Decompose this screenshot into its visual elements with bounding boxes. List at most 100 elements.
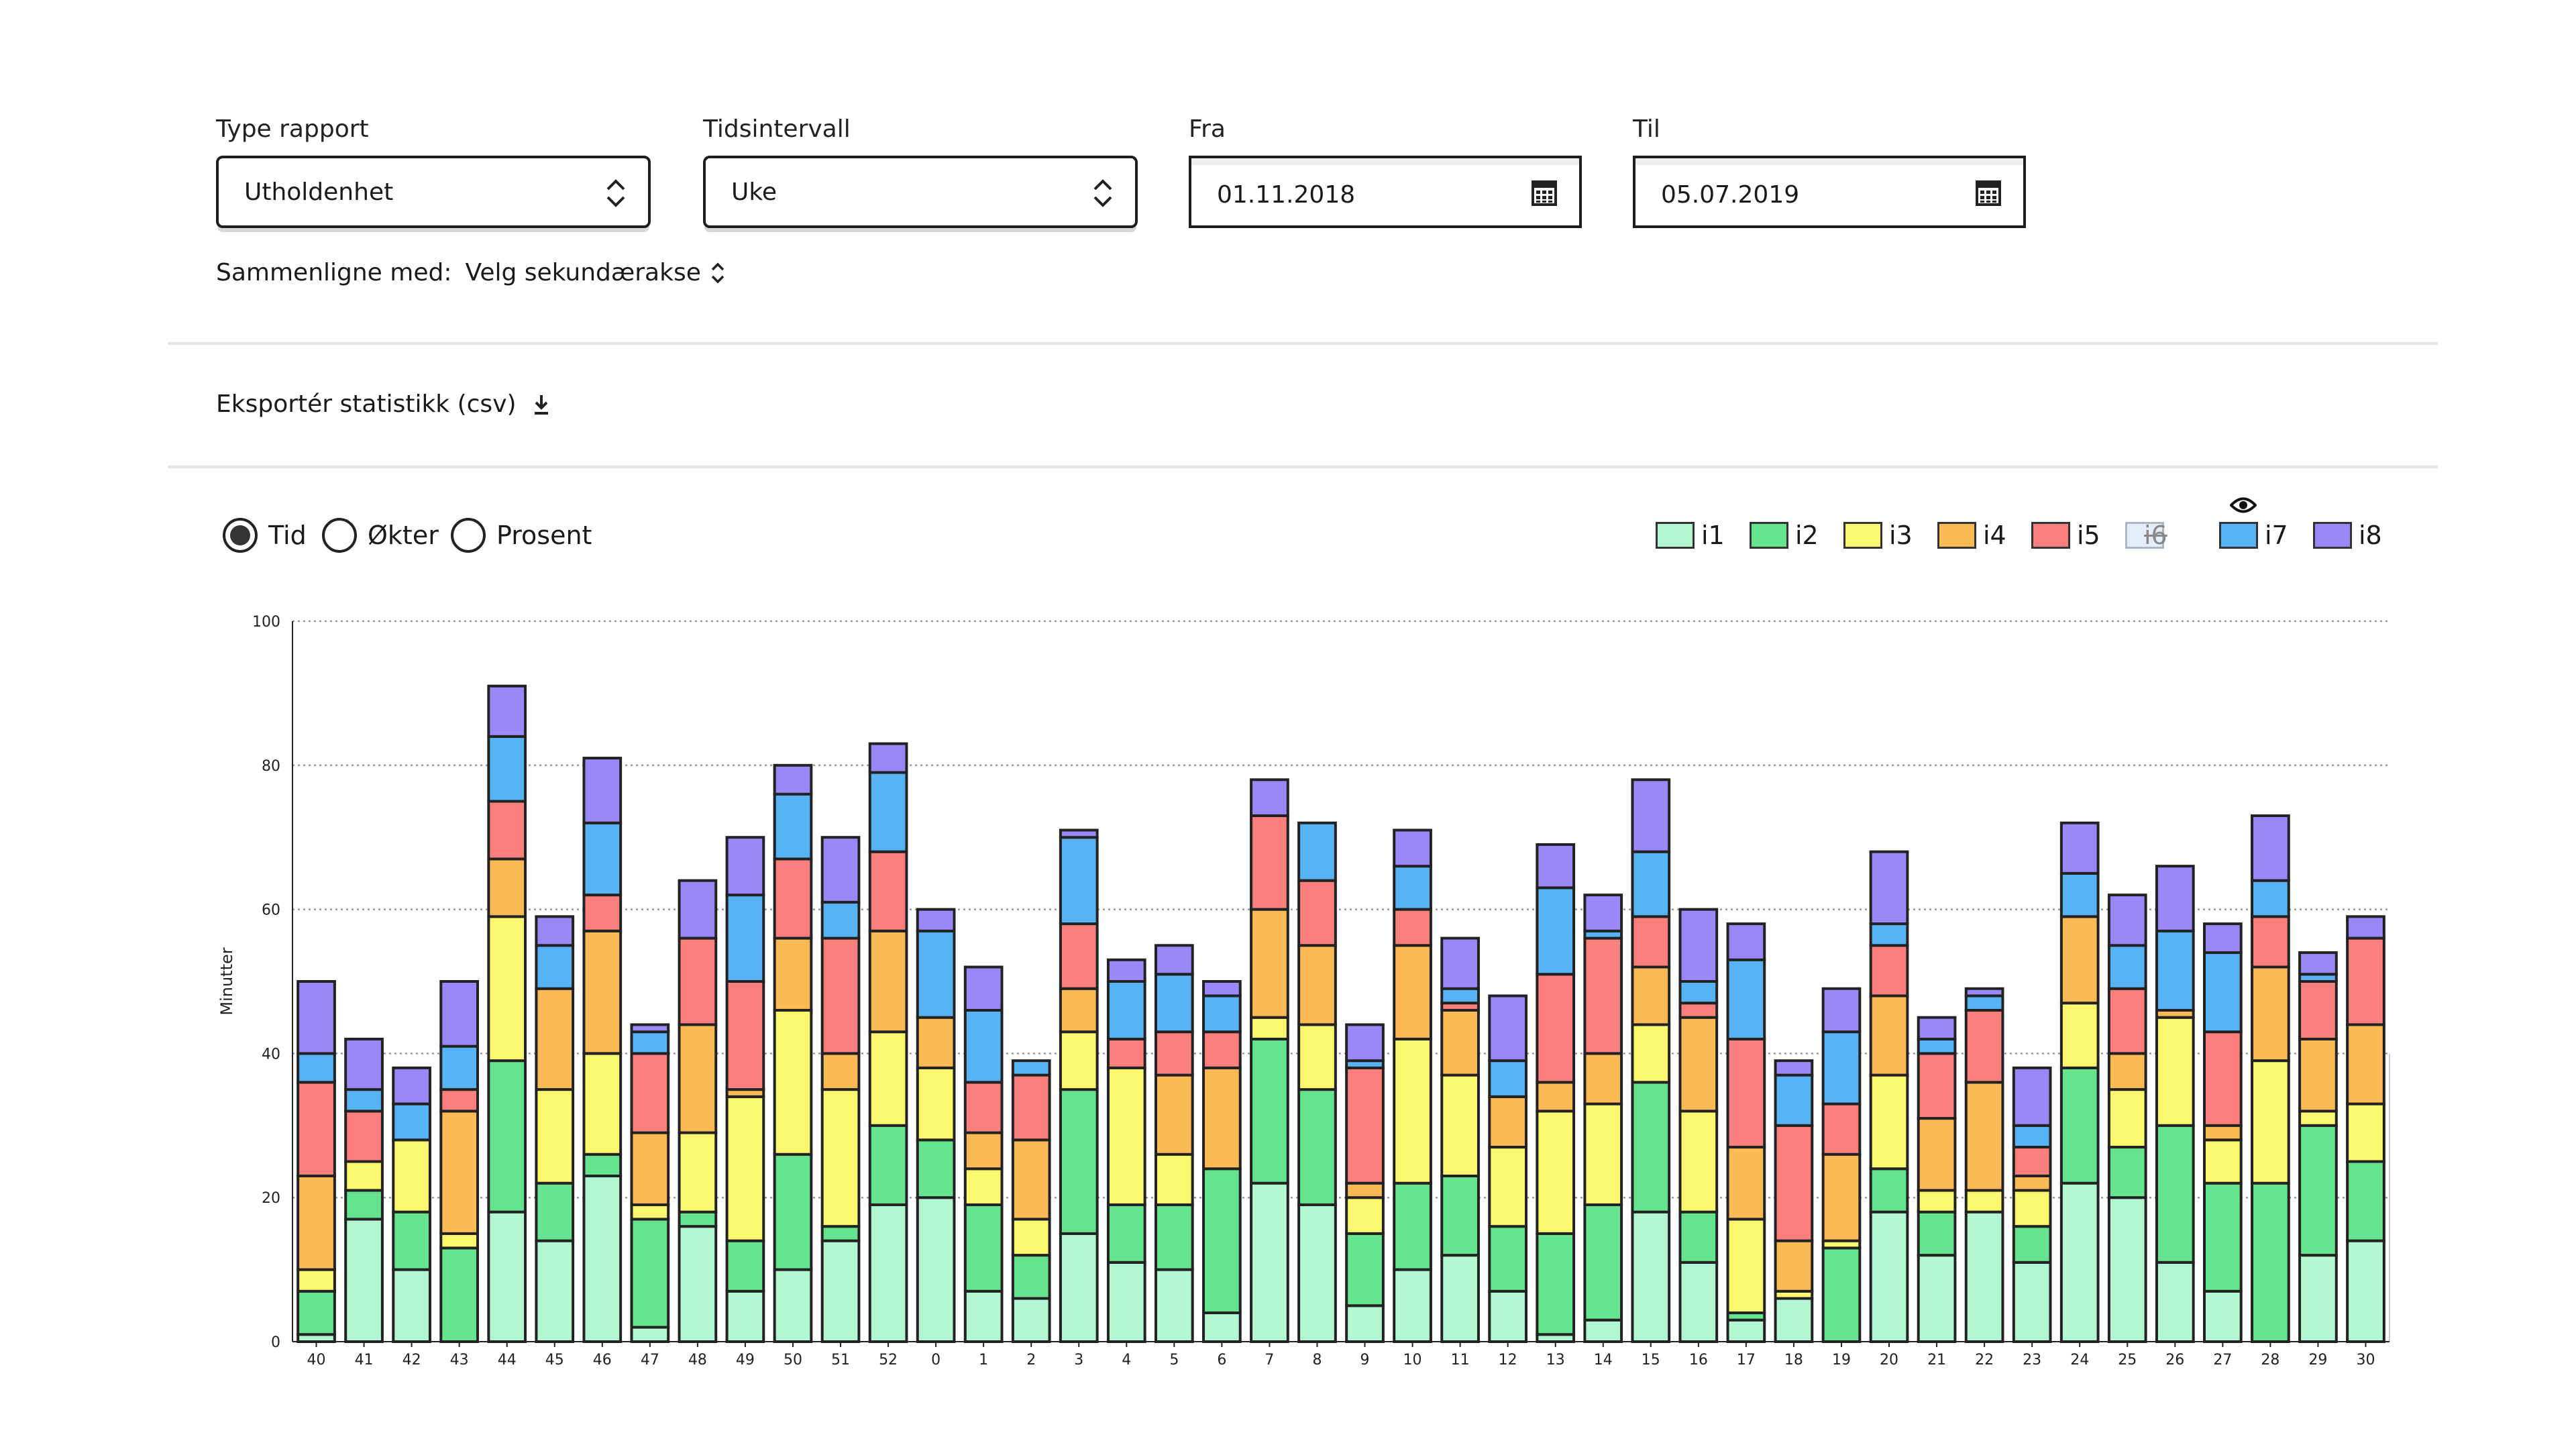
- bar-segment-i7: [868, 771, 908, 853]
- bar-segment-i7: [2059, 871, 2100, 918]
- legend-item-i6[interactable]: i6: [2125, 521, 2167, 550]
- bar-segment-i5: [2298, 980, 2338, 1040]
- legend-item-i5[interactable]: i5: [2031, 521, 2100, 550]
- radio-tid[interactable]: Tid: [223, 518, 307, 553]
- bar-segment-i7: [1154, 973, 1194, 1034]
- bar-segment-i2: [2155, 1124, 2195, 1264]
- legend-item-i7[interactable]: i7: [2219, 521, 2288, 550]
- x-tick-label: 11: [1451, 1352, 1470, 1368]
- bar-segment-i1: [1250, 1181, 1289, 1343]
- bar-segment-i8: [2251, 814, 2290, 882]
- bar-segment-i2: [344, 1189, 384, 1221]
- bar-segment-i8: [868, 742, 908, 774]
- legend-item-i8[interactable]: i8: [2313, 521, 2382, 550]
- bar-segment-i3: [963, 1167, 1004, 1206]
- bar-segment-i2: [630, 1218, 670, 1329]
- bar-segment-i1: [773, 1268, 813, 1343]
- bar-segment-i2: [1250, 1037, 1289, 1185]
- bar-segment-i1: [1917, 1254, 1957, 1343]
- bar-segment-i5: [2012, 1146, 2052, 1177]
- download-icon: [534, 394, 548, 415]
- bar-segment-i3: [773, 1008, 813, 1156]
- bar-segment-i8: [297, 980, 336, 1055]
- bar-segment-i8: [2012, 1066, 2052, 1127]
- to-date-field[interactable]: 05.07.2019: [1633, 156, 2026, 228]
- bar-segment-i1: [1297, 1203, 1337, 1343]
- x-tick-label: 17: [1737, 1352, 1756, 1368]
- bar-segment-i7: [1106, 980, 1146, 1040]
- bar-segment-i2: [2059, 1066, 2100, 1185]
- calendar-icon[interactable]: [1975, 180, 2002, 207]
- bar-segment-i1: [1154, 1268, 1194, 1343]
- bar-segment-i4: [1821, 1152, 1862, 1242]
- from-date-field[interactable]: 01.11.2018: [1189, 156, 1582, 228]
- bar-segment-i3: [820, 1088, 861, 1228]
- bar-segment-i2: [725, 1239, 765, 1293]
- bar-segment-i5: [1583, 936, 1623, 1055]
- bar-segment-i3: [1011, 1218, 1051, 1257]
- bar-segment-i8: [1393, 828, 1432, 868]
- bar-segment-i5: [1154, 1030, 1194, 1077]
- x-tick-label: 9: [1360, 1352, 1370, 1368]
- bar-segment-i1: [1488, 1289, 1528, 1343]
- bar-segment-i2: [868, 1124, 908, 1206]
- bar-segment-i4: [1774, 1239, 1814, 1293]
- report-type-select[interactable]: Utholdenhet: [216, 156, 651, 228]
- bar-segment-i2: [1393, 1181, 1432, 1271]
- bar-segment-i3: [1869, 1073, 1909, 1171]
- legend-item-i4[interactable]: i4: [1937, 521, 2006, 550]
- eye-icon[interactable]: [2230, 496, 2257, 514]
- bar-segment-i7: [1631, 850, 1671, 918]
- bar-segment-i3: [1917, 1189, 1957, 1214]
- export-csv-link[interactable]: Eksportér statistikk (csv): [216, 390, 551, 418]
- bar-segment-i8: [1536, 843, 1576, 890]
- y-tick-label: 20: [262, 1190, 280, 1207]
- bar-segment-i7: [2251, 879, 2290, 918]
- legend-item-i1[interactable]: i1: [1656, 521, 1725, 550]
- legend-swatch: [1843, 522, 1882, 549]
- bar-segment-i5: [630, 1052, 670, 1134]
- bar-segment-i7: [1774, 1073, 1814, 1127]
- x-tick-label: 24: [2070, 1352, 2089, 1368]
- bar-segment-i7: [773, 792, 813, 861]
- bar-segment-i8: [2155, 865, 2195, 932]
- bar-segment-i2: [297, 1289, 336, 1336]
- bar-segment-i4: [1964, 1081, 2004, 1192]
- radio-prosent[interactable]: Prosent: [451, 518, 592, 553]
- x-tick-label: 12: [1499, 1352, 1517, 1368]
- bar-segment-i8: [2107, 894, 2147, 947]
- bar-segment-i7: [2107, 944, 2147, 990]
- bar-segment-i8: [725, 836, 765, 897]
- legend-item-i2[interactable]: i2: [1750, 521, 1819, 550]
- bar-segment-i4: [2346, 1023, 2385, 1106]
- calendar-icon[interactable]: [1531, 180, 1558, 207]
- bar-segment-i1: [1393, 1268, 1432, 1343]
- interval-select[interactable]: Uke: [703, 156, 1138, 228]
- bar-segment-i3: [1154, 1152, 1194, 1206]
- x-tick-label: 30: [2356, 1352, 2375, 1368]
- radio-okter[interactable]: Økter: [322, 518, 439, 553]
- bar-segment-i5: [1059, 922, 1099, 990]
- bar-segment-i8: [1440, 936, 1480, 990]
- bar-segment-i3: [2346, 1102, 2385, 1163]
- bar-segment-i5: [1440, 1002, 1480, 1012]
- compare-select[interactable]: Velg sekundærakse: [465, 259, 726, 286]
- bar-segment-i5: [344, 1110, 384, 1163]
- bar-segment-i7: [1345, 1059, 1385, 1069]
- bar-segment-i7: [2202, 951, 2243, 1034]
- bar-segment-i7: [1488, 1059, 1528, 1098]
- bar-segment-i1: [1106, 1260, 1146, 1343]
- bar-segment-i5: [2107, 987, 2147, 1055]
- legend-item-i3[interactable]: i3: [1843, 521, 1913, 550]
- bar-segment-i5: [678, 936, 718, 1026]
- bar-segment-i2: [2346, 1160, 2385, 1242]
- bar-segment-i7: [630, 1030, 670, 1055]
- x-tick-label: 52: [879, 1352, 898, 1368]
- bar-segment-i2: [1631, 1081, 1671, 1214]
- x-tick-label: 21: [1927, 1352, 1946, 1368]
- bar-segment-i5: [1297, 879, 1337, 947]
- x-tick-label: 45: [545, 1352, 564, 1368]
- legend-label: i1: [1701, 521, 1725, 550]
- bar-segment-i4: [1536, 1081, 1576, 1113]
- bar-segment-i8: [1250, 778, 1289, 817]
